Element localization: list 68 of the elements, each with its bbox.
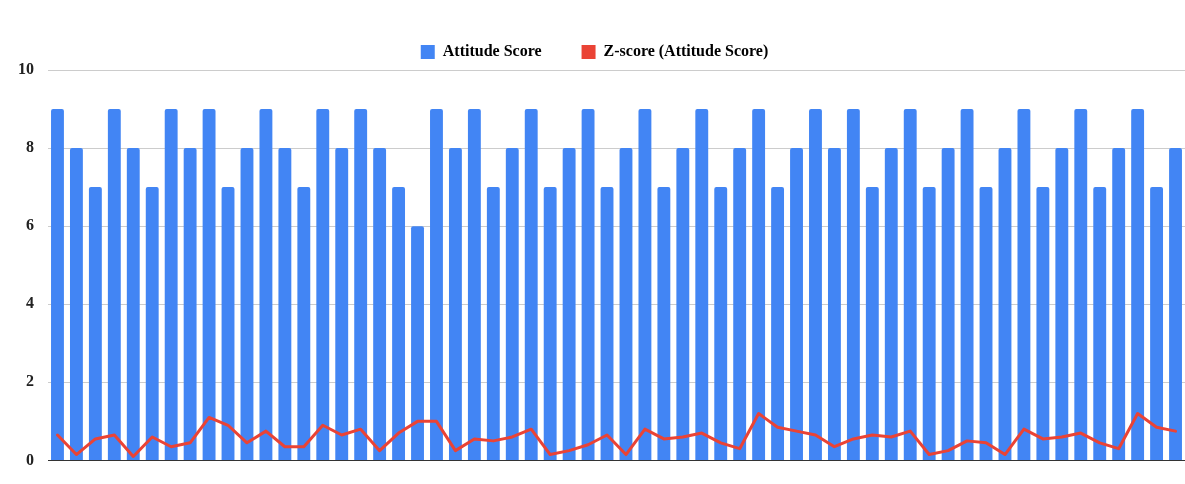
- bar: [448, 148, 462, 460]
- bar: [183, 148, 197, 460]
- bar: [505, 148, 519, 460]
- bar: [676, 148, 690, 460]
- bar: [202, 109, 216, 460]
- y-tick-label: 6: [26, 216, 34, 234]
- legend-label: Z-score (Attitude Score): [603, 42, 769, 61]
- bar: [1055, 148, 1069, 460]
- bar: [373, 148, 387, 460]
- bar: [107, 109, 121, 460]
- y-tick-label: 4: [26, 294, 34, 312]
- y-tick-label: 2: [26, 372, 34, 390]
- y-tick-label: 8: [26, 138, 34, 156]
- bar: [809, 109, 822, 460]
- bar: [1169, 148, 1182, 460]
- bar: [960, 109, 974, 460]
- bar: [278, 148, 292, 460]
- bar: [69, 148, 83, 460]
- bar: [941, 148, 955, 460]
- bar: [884, 148, 898, 460]
- bar: [259, 109, 273, 460]
- bar: [164, 109, 178, 460]
- bar: [922, 187, 936, 460]
- bar: [1112, 148, 1126, 460]
- bar: [1150, 187, 1164, 460]
- bar: [524, 109, 538, 460]
- bar: [88, 187, 102, 460]
- bar: [430, 109, 443, 460]
- bar: [467, 109, 481, 460]
- bar: [51, 109, 64, 460]
- bar: [1036, 187, 1050, 460]
- legend-label: Attitude Score: [442, 42, 542, 60]
- bar: [733, 148, 747, 460]
- bar: [1093, 187, 1107, 460]
- bar: [240, 148, 254, 460]
- bar: [392, 187, 406, 460]
- bar: [297, 187, 311, 460]
- bar: [638, 109, 652, 460]
- bar: [562, 148, 576, 460]
- bar: [411, 226, 424, 460]
- bar: [714, 187, 728, 460]
- bar: [486, 187, 500, 460]
- bar: [600, 187, 614, 460]
- bar: [998, 148, 1012, 460]
- bar: [1017, 109, 1031, 460]
- bar: [335, 148, 349, 460]
- bar: [846, 109, 860, 460]
- y-tick-label: 0: [26, 450, 34, 468]
- bar: [752, 109, 766, 460]
- bar: [316, 109, 330, 460]
- bar: [126, 148, 140, 460]
- bar: [354, 109, 368, 460]
- bar: [581, 109, 595, 460]
- bar: [790, 148, 803, 460]
- bar: [1074, 109, 1088, 460]
- y-tick-label: 10: [18, 60, 34, 78]
- bar: [827, 148, 841, 460]
- bar: [979, 187, 993, 460]
- bar: [771, 187, 785, 460]
- bar: [619, 148, 633, 460]
- bar: [657, 187, 671, 460]
- bar: [145, 187, 159, 460]
- bar: [1131, 109, 1145, 460]
- bar: [865, 187, 879, 460]
- bar: [543, 187, 557, 460]
- bar: [903, 109, 917, 460]
- bar: [221, 187, 235, 460]
- bar: [695, 109, 709, 460]
